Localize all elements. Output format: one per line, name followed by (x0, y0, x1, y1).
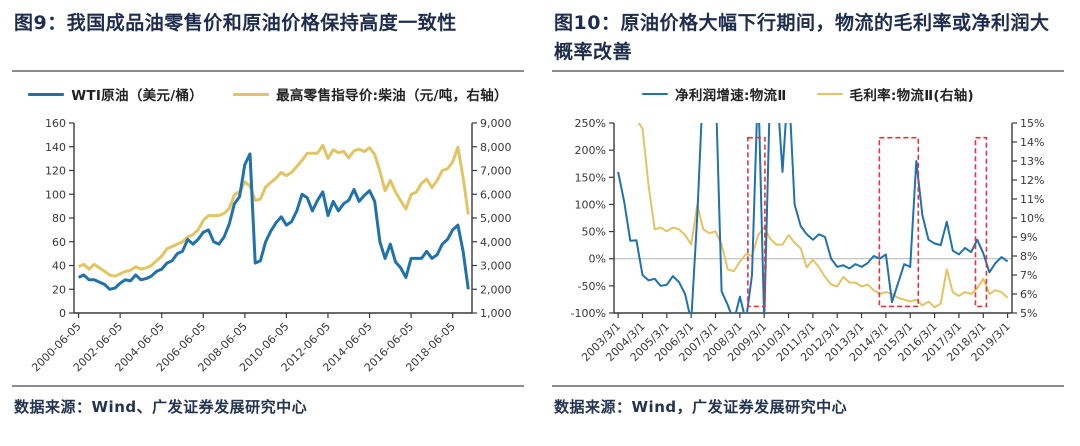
figure10-chart-canvas: -100% -50% 0% 50% 100% 150% 200% 250% 5% 6% 7% 8% 9%… (552, 107, 1064, 377)
svg-text:150%: 150% (575, 171, 606, 184)
svg-text:0%: 0% (589, 253, 606, 266)
legend-item-gross-margin: 毛利率:物流Ⅱ(右轴) (816, 84, 974, 104)
svg-text:250%: 250% (575, 117, 606, 130)
gross-margin-legend-label: 毛利率:物流Ⅱ(右轴) (849, 88, 974, 104)
svg-text:5%: 5% (1020, 307, 1037, 320)
svg-text:6%: 6% (1020, 288, 1037, 301)
svg-text:5,000: 5,000 (480, 212, 512, 225)
svg-text:9,000: 9,000 (480, 117, 512, 130)
svg-text:14%: 14% (1020, 136, 1044, 149)
wti-legend-label: WTI原油（美元/桶） (71, 88, 204, 104)
svg-text:7,000: 7,000 (480, 165, 512, 178)
chart-svg-1: -100% -50% 0% 50% 100% 150% 200% 250% 5% 6% 7% 8% 9%… (571, 117, 1045, 364)
net-profit-legend-label: 净利润增速:物流Ⅱ (675, 88, 787, 104)
svg-text:7%: 7% (1020, 269, 1037, 282)
svg-text:50%: 50% (582, 226, 606, 239)
diesel-legend-label: 最高零售指导价:柴油（元/吨，右轴） (276, 88, 508, 104)
svg-text:15%: 15% (1020, 117, 1044, 130)
svg-text:160: 160 (45, 117, 66, 130)
figure9-source: 数据来源：Wind、广发证券发展研究中心 (12, 385, 524, 417)
figure9-chart-canvas: 0 20 40 60 80 100 120 140 160 1,000 2,000 3,000 4,00… (12, 107, 524, 377)
svg-text:13%: 13% (1020, 155, 1044, 168)
legend-item-wti: WTI原油（美元/桶） (28, 84, 203, 104)
legend-item-net-profit-growth: 净利润增速:物流Ⅱ (642, 84, 787, 104)
figure9-panel: 图9：我国成品油零售价和原油价格保持高度一致性 WTI原油（美元/桶） 最高零售… (0, 0, 540, 417)
chart-svg-0: 0 20 40 60 80 100 120 140 160 1,000 2,000 3,000 4,00… (29, 117, 512, 374)
svg-text:100: 100 (45, 188, 66, 201)
svg-text:1,000: 1,000 (480, 307, 512, 320)
figure9-title: 图9：我国成品油零售价和原油价格保持高度一致性 (12, 6, 524, 72)
svg-text:9%: 9% (1020, 231, 1037, 244)
svg-text:4,000: 4,000 (480, 236, 512, 249)
svg-text:120: 120 (45, 165, 66, 178)
svg-text:11%: 11% (1020, 193, 1044, 206)
svg-text:100%: 100% (575, 198, 606, 211)
gross-margin-line-swatch (816, 93, 843, 95)
svg-text:8%: 8% (1020, 250, 1037, 263)
svg-text:-50%: -50% (578, 280, 606, 293)
report-figures-page: 图9：我国成品油零售价和原油价格保持高度一致性 WTI原油（美元/桶） 最高零售… (0, 0, 1080, 417)
figure10-title: 图10：原油价格大幅下行期间，物流的毛利率或净利润大概率改善 (552, 6, 1064, 72)
svg-text:10%: 10% (1020, 212, 1044, 225)
svg-text:20: 20 (52, 283, 66, 296)
svg-text:-100%: -100% (571, 307, 606, 320)
svg-text:2,000: 2,000 (480, 283, 512, 296)
svg-text:8,000: 8,000 (480, 141, 512, 154)
figure9-legend: WTI原油（美元/桶） 最高零售指导价:柴油（元/吨，右轴） (12, 83, 524, 105)
figure10-source: 数据来源：Wind，广发证券发展研究中心 (552, 385, 1064, 417)
svg-text:80: 80 (52, 212, 66, 225)
svg-text:60: 60 (52, 236, 66, 249)
svg-text:40: 40 (52, 260, 66, 273)
svg-text:140: 140 (45, 141, 66, 154)
diesel-line-swatch (233, 92, 270, 96)
wti-line-swatch (28, 92, 65, 96)
svg-text:3,000: 3,000 (480, 260, 512, 273)
figure10-legend: 净利润增速:物流Ⅱ 毛利率:物流Ⅱ(右轴) (552, 83, 1064, 105)
net-profit-line-swatch (642, 93, 669, 95)
svg-text:6,000: 6,000 (480, 188, 512, 201)
svg-text:0: 0 (59, 307, 66, 320)
figure10-panel: 图10：原油价格大幅下行期间，物流的毛利率或净利润大概率改善 净利润增速:物流Ⅱ… (540, 0, 1080, 417)
svg-text:12%: 12% (1020, 174, 1044, 187)
legend-item-diesel: 最高零售指导价:柴油（元/吨，右轴） (233, 84, 508, 104)
svg-text:200%: 200% (575, 144, 606, 157)
